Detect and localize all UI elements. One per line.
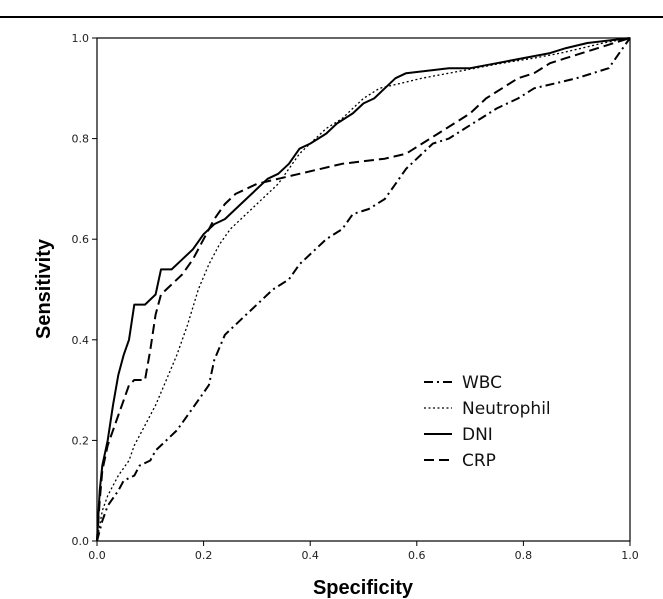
x-tick-label: 0.0	[88, 549, 106, 562]
x-tick-label: 1.0	[621, 549, 639, 562]
x-tick-label: 0.4	[301, 549, 319, 562]
series-line-wbc	[96, 37, 631, 542]
legend: WBC Neutrophil DNI CRP	[424, 373, 551, 471]
y-axis-ticks: 0.0 0.2 0.4 0.6 0.8 1.0	[72, 32, 97, 548]
series-line-dni	[96, 37, 631, 542]
reference-diagonal	[97, 38, 630, 541]
series-line-neutrophil	[96, 37, 631, 542]
y-axis-title: Sensitivity	[33, 238, 55, 339]
series-layer	[96, 37, 631, 542]
plot-area	[96, 37, 631, 542]
y-tick-label: 0.8	[72, 133, 90, 146]
y-tick-label: 0.0	[72, 535, 90, 548]
legend-label-dni: DNI	[462, 425, 493, 445]
legend-label-neutrophil: Neutrophil	[462, 399, 551, 419]
x-axis-title: Specificity	[313, 577, 414, 599]
y-tick-label: 0.4	[72, 334, 90, 347]
top-divider	[0, 16, 663, 18]
x-tick-label: 0.2	[195, 549, 213, 562]
x-tick-label: 0.8	[515, 549, 533, 562]
legend-label-crp: CRP	[462, 451, 496, 471]
y-tick-label: 1.0	[72, 32, 90, 45]
x-tick-label: 0.6	[408, 549, 426, 562]
legend-label-wbc: WBC	[462, 373, 502, 393]
x-axis-ticks: 0.0 0.2 0.4 0.6 0.8 1.0	[88, 541, 639, 562]
y-tick-label: 0.6	[72, 233, 90, 246]
y-tick-label: 0.2	[72, 434, 90, 447]
